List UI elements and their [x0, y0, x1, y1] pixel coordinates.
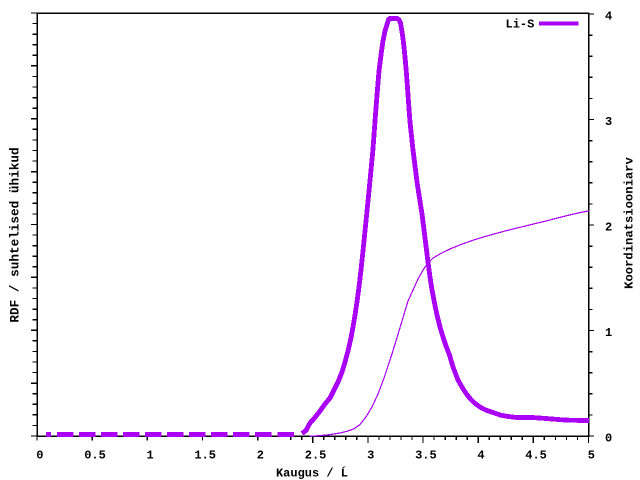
svg-text:4.5: 4.5 [525, 449, 547, 463]
svg-text:3: 3 [367, 449, 374, 463]
svg-text:Koordinatsiooniarv: Koordinatsiooniarv [623, 156, 637, 288]
svg-text:2.5: 2.5 [305, 449, 327, 463]
svg-text:5: 5 [588, 449, 595, 463]
svg-text:4: 4 [477, 449, 484, 463]
svg-text:2: 2 [605, 220, 612, 234]
svg-text:1: 1 [146, 449, 153, 463]
svg-text:0: 0 [605, 431, 612, 445]
svg-text:1: 1 [605, 326, 612, 340]
svg-text:Li-S: Li-S [506, 18, 535, 32]
svg-text:0: 0 [36, 449, 43, 463]
svg-text:Kaugus / Ĺ: Kaugus / Ĺ [276, 466, 348, 480]
svg-text:1.5: 1.5 [194, 449, 216, 463]
svg-text:2: 2 [257, 449, 264, 463]
svg-text:3.5: 3.5 [415, 449, 437, 463]
svg-text:RDF / suhtelised ühikud: RDF / suhtelised ühikud [8, 147, 23, 322]
svg-text:4: 4 [605, 9, 612, 23]
svg-text:3: 3 [605, 115, 612, 129]
svg-text:0.5: 0.5 [84, 449, 106, 463]
